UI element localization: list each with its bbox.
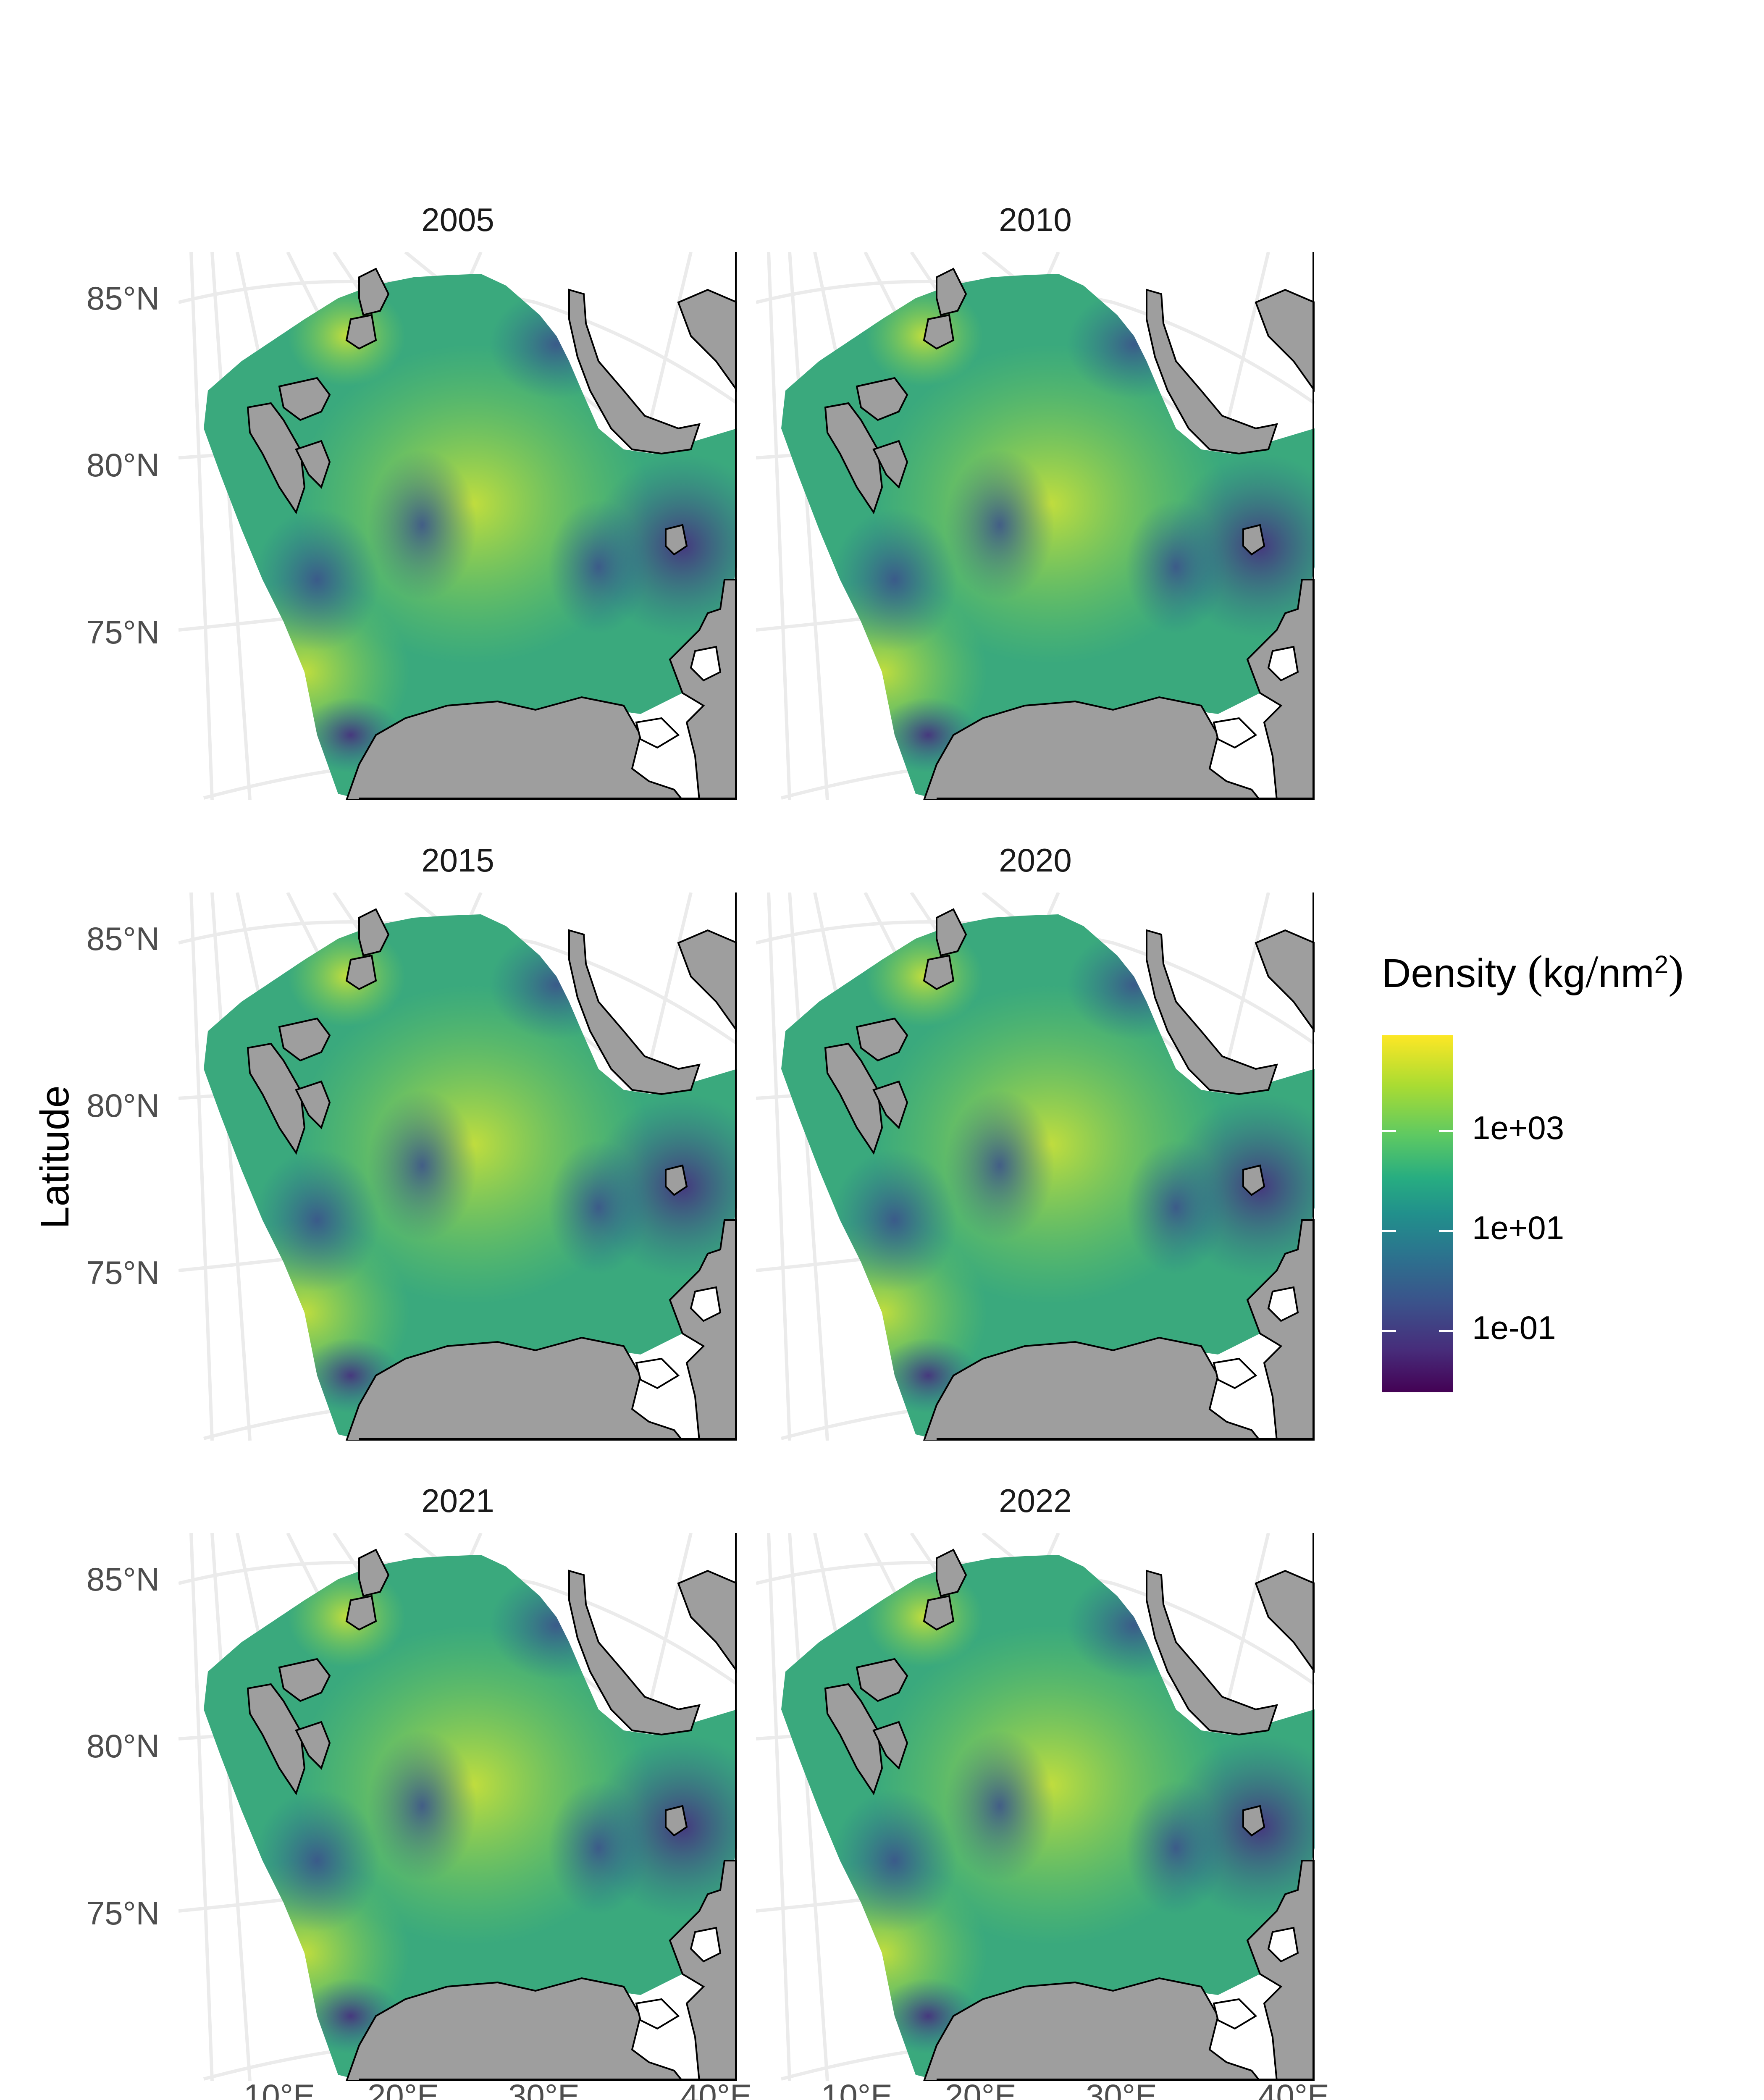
legend-label-1e1: 1e+01: [1472, 1209, 1564, 1246]
map-panel-2010: [756, 252, 1315, 800]
legend-open-paren: (: [1527, 946, 1543, 997]
legend-unit-nm: nm: [1598, 951, 1654, 996]
map-panel-2022: [756, 1533, 1315, 2081]
facet-title-2022: 2022: [999, 1482, 1072, 1519]
colorbar-tick-1e3-right: [1439, 1130, 1453, 1132]
map-panel-2020: [756, 892, 1315, 1441]
y-tick-85: 85°N: [86, 920, 160, 957]
x-tick-30e: 30°E: [508, 2077, 580, 2100]
legend-label-1e3: 1e+03: [1472, 1109, 1564, 1146]
y-tick-75: 75°N: [86, 1254, 160, 1291]
colorbar-tick-1e3-left: [1382, 1130, 1396, 1132]
y-tick-80: 80°N: [86, 1727, 160, 1764]
map-panel-2005: [178, 252, 737, 800]
legend-unit-kg: kg: [1543, 951, 1586, 996]
legend-title: Density (kg/nm2): [1382, 945, 1684, 998]
facet-title-2020: 2020: [999, 842, 1072, 879]
x-tick-20e: 20°E: [945, 2077, 1016, 2100]
y-tick-80: 80°N: [86, 446, 160, 483]
x-tick-30e: 30°E: [1086, 2077, 1157, 2100]
map-panel-2015: [178, 892, 737, 1441]
facet-title-2015: 2015: [421, 842, 494, 879]
y-axis-title: Latitude: [32, 1085, 77, 1229]
facet-title-2010: 2010: [999, 201, 1072, 238]
x-tick-40e: 40°E: [1258, 2077, 1329, 2100]
colorbar-tick-1e-1-right: [1439, 1330, 1453, 1332]
legend-title-main: Density: [1382, 951, 1517, 996]
facet-title-2005: 2005: [421, 201, 494, 238]
colorbar-tick-1e-1-left: [1382, 1330, 1396, 1332]
map-panel-2021: [178, 1533, 737, 2081]
y-tick-85: 85°N: [86, 280, 160, 317]
x-tick-40e: 40°E: [680, 2077, 752, 2100]
facet-title-2021: 2021: [421, 1482, 494, 1519]
y-tick-85: 85°N: [86, 1561, 160, 1598]
colorbar-tick-1e1-left: [1382, 1230, 1396, 1232]
y-tick-80: 80°N: [86, 1087, 160, 1124]
y-tick-75: 75°N: [86, 1895, 160, 1932]
x-tick-20e: 20°E: [368, 2077, 439, 2100]
legend-close-paren: ): [1668, 946, 1684, 997]
legend-label-1e-1: 1e-01: [1472, 1309, 1556, 1346]
x-tick-10e: 10°E: [244, 2077, 315, 2100]
colorbar: [1382, 1035, 1453, 1392]
x-tick-10e: 10°E: [821, 2077, 892, 2100]
legend-slash: /: [1585, 946, 1599, 997]
y-tick-75: 75°N: [86, 614, 160, 651]
colorbar-tick-1e1-right: [1439, 1230, 1453, 1232]
legend-superscript: 2: [1654, 950, 1669, 979]
